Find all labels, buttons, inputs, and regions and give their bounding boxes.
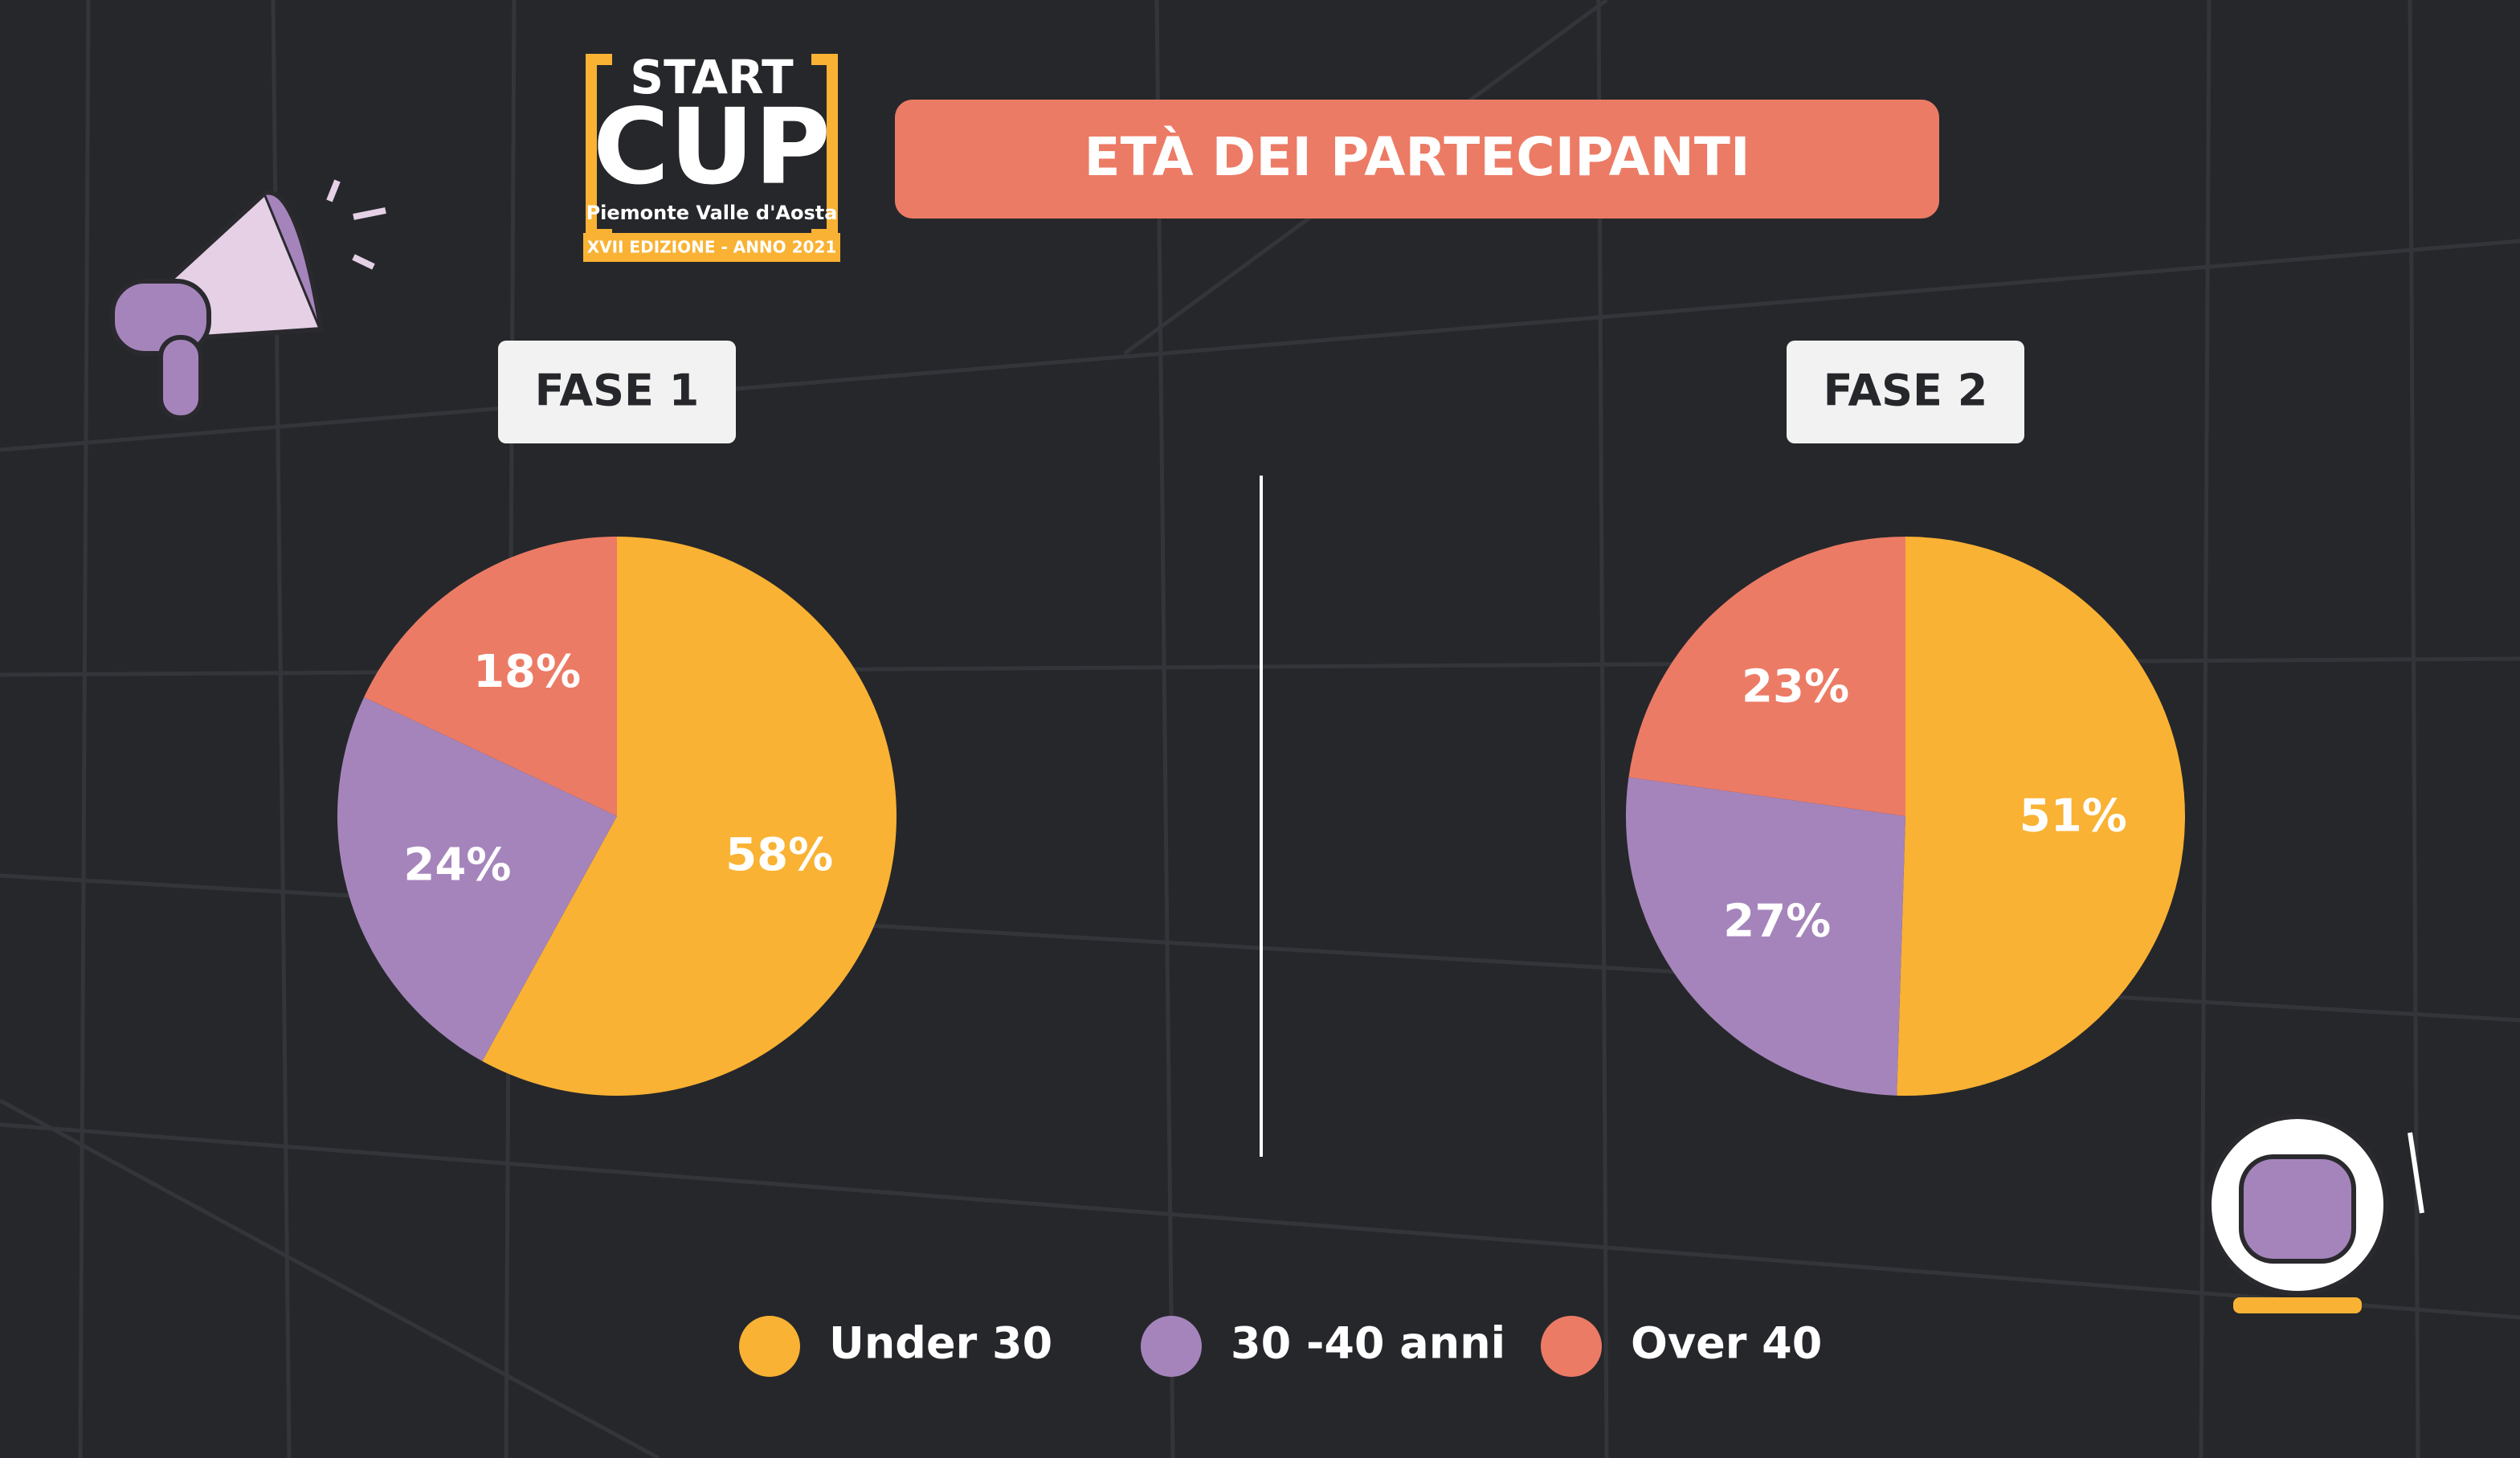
logo: START CUP Piemonte Valle d'Aosta XVII ED…: [583, 50, 840, 262]
logo-start: START: [630, 50, 794, 104]
pie-slice: [1626, 777, 1905, 1096]
pie-slice: [1628, 537, 1905, 816]
data-label: 18%: [473, 646, 581, 698]
pie-slice: [364, 537, 617, 816]
legend-swatch: [1141, 1316, 1202, 1377]
data-label: 51%: [2020, 790, 2127, 842]
panel-title-box: [1787, 341, 2024, 443]
pie-slice: [482, 537, 896, 1096]
legend-swatch: [739, 1316, 800, 1377]
astronaut: [2207, 1114, 2424, 1313]
logo-bar: [583, 233, 840, 262]
data-label: 23%: [1742, 661, 1849, 713]
panel-title-box: [498, 341, 736, 443]
data-label: 27%: [1723, 896, 1831, 948]
pie-slice: [337, 696, 617, 1061]
logo-cup: CUP: [593, 86, 831, 208]
legend-label: Over 40: [1631, 1318, 1822, 1369]
logo-edition: XVII EDIZIONE - ANNO 2021: [587, 238, 837, 257]
logo-region: Piemonte Valle d'Aosta: [586, 202, 838, 224]
panel-title: FASE 1: [535, 366, 700, 416]
data-label: 58%: [725, 829, 833, 881]
pie-slice: [1897, 537, 2185, 1096]
legend-label: 30 -40 anni: [1231, 1318, 1505, 1369]
megaphone: [110, 179, 386, 420]
panel-title: FASE 2: [1824, 366, 1988, 416]
legend-swatch: [1541, 1316, 1602, 1377]
title-pill: [895, 100, 1939, 218]
legend-label: Under 30: [829, 1318, 1052, 1369]
chart-title: ETÀ DEI PARTECIPANTI: [1084, 125, 1750, 188]
data-label: 24%: [403, 839, 511, 892]
